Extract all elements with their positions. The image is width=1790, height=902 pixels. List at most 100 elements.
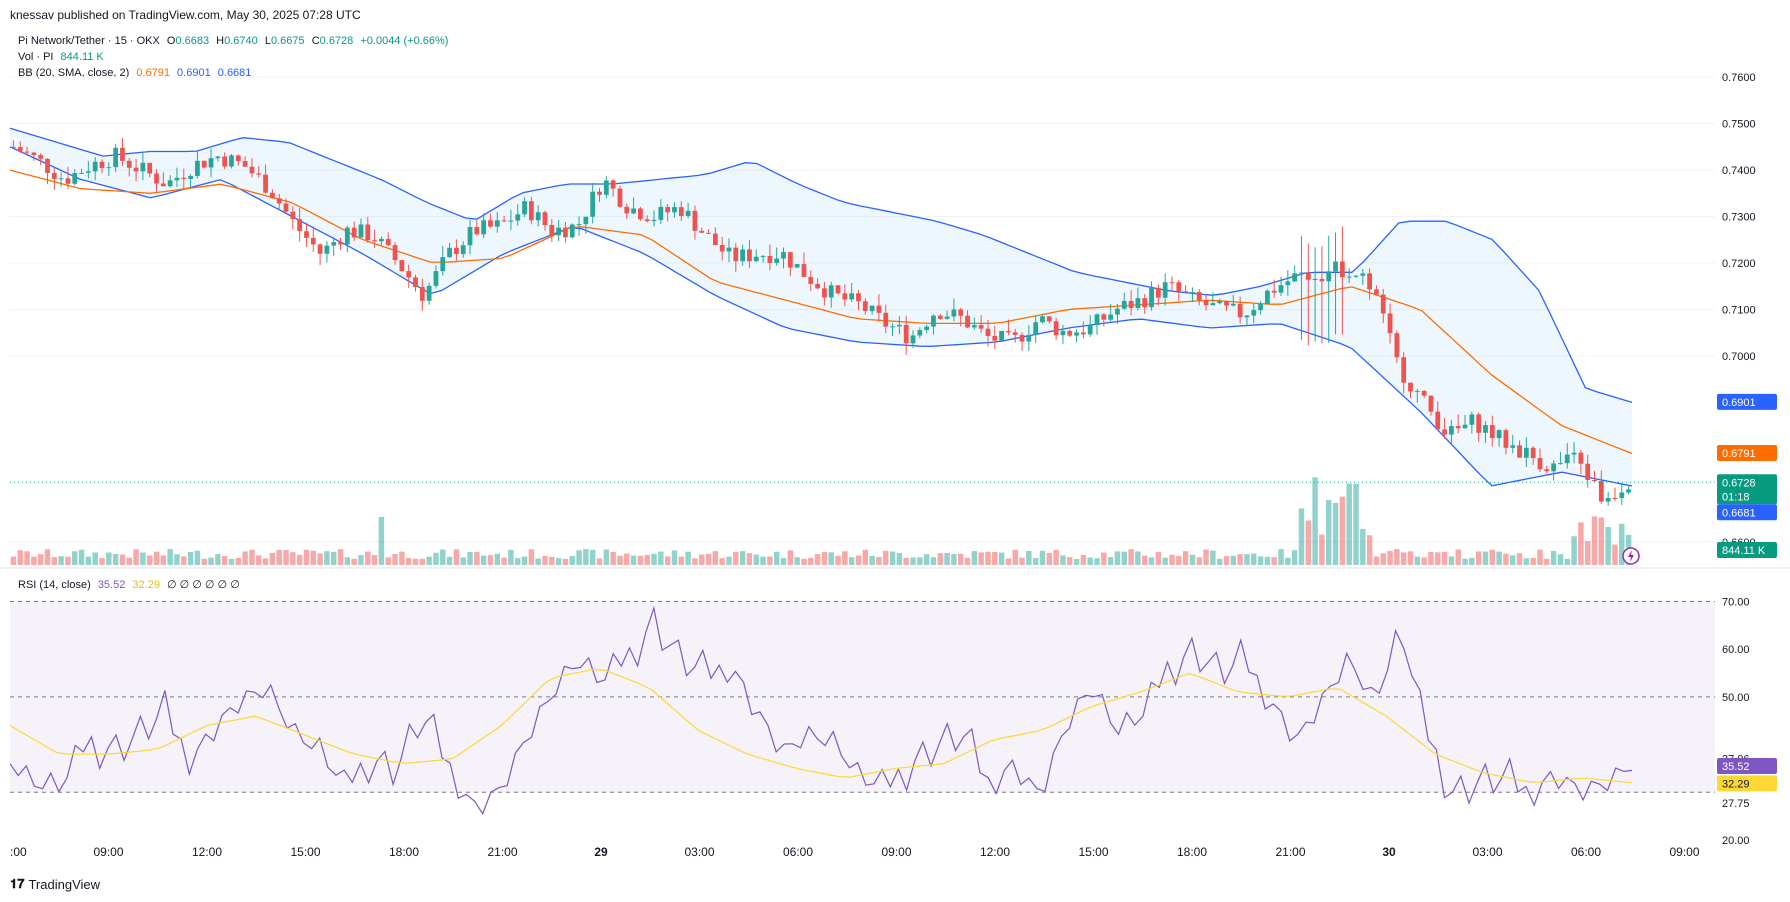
candle-body[interactable] [195,160,200,176]
candle-body[interactable] [1074,332,1079,336]
candle-body[interactable] [215,156,221,159]
candle-body[interactable] [229,155,234,167]
candle-body[interactable] [269,192,275,199]
candle-body[interactable] [774,258,780,263]
candle-body[interactable] [1469,414,1475,425]
candle-body[interactable] [733,247,739,262]
candle-body[interactable] [1333,261,1338,272]
candle-body[interactable] [1394,333,1400,358]
candle-body[interactable] [917,330,923,336]
candle-body[interactable] [440,257,446,272]
candle-body[interactable] [290,211,296,220]
candle-body[interactable] [1626,489,1631,493]
candle-body[interactable] [624,206,630,214]
candle-body[interactable] [842,293,848,300]
candle-body[interactable] [1326,271,1332,282]
candle-body[interactable] [563,227,568,238]
candle-body[interactable] [1598,481,1604,502]
candle-body[interactable] [876,305,882,313]
candle-body[interactable] [1101,314,1107,320]
candle-body[interactable] [597,191,602,195]
candle-body[interactable] [678,207,684,216]
candle-body[interactable] [1360,273,1366,276]
candle-body[interactable] [351,227,357,238]
candle-body[interactable] [781,252,786,259]
candle-body[interactable] [1019,334,1025,342]
candle-body[interactable] [85,171,91,173]
candle-body[interactable] [1421,390,1427,396]
candle-body[interactable] [297,219,303,232]
candle-body[interactable] [1285,281,1291,286]
candle-body[interactable] [672,207,677,213]
candle-body[interactable] [1544,469,1550,472]
candle-body[interactable] [38,155,44,159]
candle-body[interactable] [965,315,970,328]
candle-body[interactable] [1176,282,1182,292]
candle-body[interactable] [1006,330,1011,333]
candle-body[interactable] [903,324,909,344]
candle-body[interactable] [1149,287,1154,308]
candle-body[interactable] [828,285,834,298]
candle-body[interactable] [1612,497,1618,499]
footer-brand[interactable]: 𝟏𝟕 TradingView [10,876,100,892]
candle-body[interactable] [869,305,875,312]
candle-body[interactable] [481,220,487,235]
candle-body[interactable] [1040,316,1045,323]
candle-body[interactable] [1558,463,1563,465]
candle-body[interactable] [1551,463,1557,472]
candle-body[interactable] [1217,300,1223,304]
candle-body[interactable] [1353,275,1359,277]
candle-body[interactable] [126,160,132,168]
candle-body[interactable] [51,172,57,179]
candle-body[interactable] [99,161,105,168]
bb-legend[interactable]: BB (20, SMA, close, 2) 0.6791 0.6901 0.6… [18,67,255,79]
candle-body[interactable] [835,285,841,294]
candle-body[interactable] [685,210,691,216]
candle-body[interactable] [603,180,609,195]
candle-body[interactable] [1305,272,1311,280]
candle-body[interactable] [1190,292,1195,294]
candle-body[interactable] [822,288,827,298]
candle-body[interactable] [379,238,384,242]
candle-body[interactable] [494,220,500,227]
candle-body[interactable] [1496,430,1502,439]
candle-body[interactable] [45,158,50,173]
candle-body[interactable] [160,183,166,187]
candle-body[interactable] [65,178,71,184]
candle-body[interactable] [310,237,316,245]
candle-body[interactable] [515,214,521,221]
candle-body[interactable] [508,220,514,222]
candle-body[interactable] [433,271,439,286]
candle-body[interactable] [474,227,480,235]
candle-body[interactable] [467,227,473,246]
candle-body[interactable] [1380,294,1386,314]
candle-body[interactable] [535,212,541,221]
candle-body[interactable] [576,224,582,226]
volume-legend[interactable]: Vol · PI 844.11 K [18,51,108,63]
candle-body[interactable] [1265,290,1270,305]
candle-body[interactable] [1080,332,1086,335]
candle-body[interactable] [358,224,364,238]
candle-body[interactable] [549,225,555,236]
candle-body[interactable] [256,173,262,175]
candle-body[interactable] [1251,310,1257,316]
candle-body[interactable] [542,212,548,226]
candle-body[interactable] [849,293,855,300]
candle-body[interactable] [1162,282,1168,298]
candle-body[interactable] [1414,390,1420,392]
candle-body[interactable] [1026,334,1032,342]
candle-body[interactable] [651,219,657,222]
alert-flash-icon[interactable] [1622,547,1640,565]
candle-body[interactable] [631,208,636,214]
candle-body[interactable] [31,152,37,156]
candle-body[interactable] [1449,426,1454,435]
candle-body[interactable] [1442,429,1447,435]
candle-body[interactable] [815,283,820,289]
candle-body[interactable] [1155,287,1161,298]
candle-body[interactable] [1319,279,1325,282]
candle-body[interactable] [971,325,977,328]
candle-body[interactable] [883,312,889,327]
candle-body[interactable] [978,325,984,329]
symbol-title[interactable]: Pi Network/Tether · 15 · OKX [18,35,160,47]
